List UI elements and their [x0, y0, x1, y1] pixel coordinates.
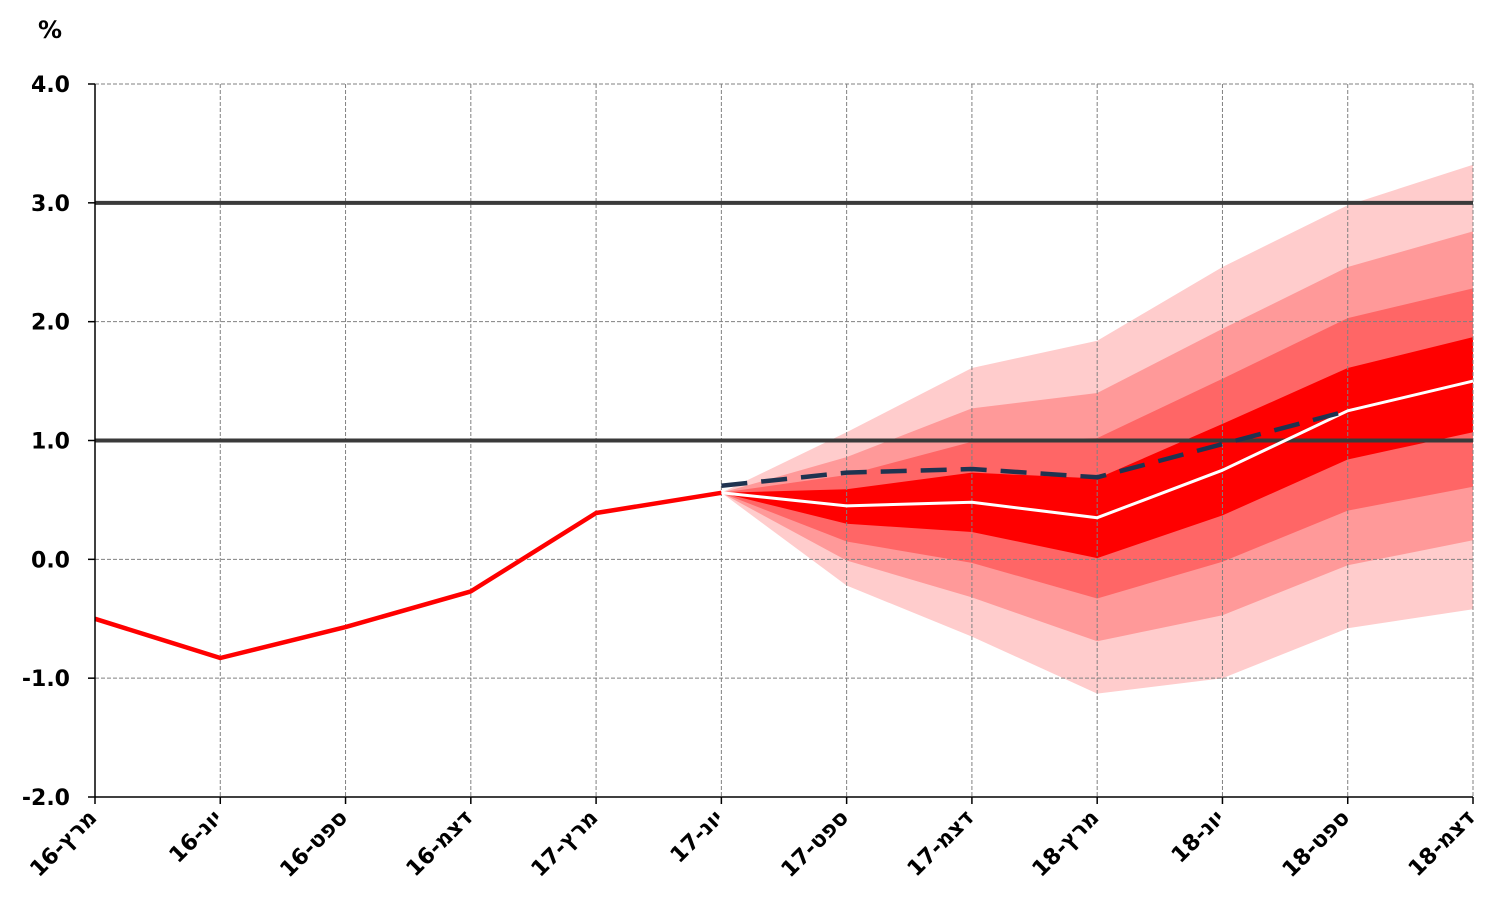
- x-tick-label: ספט-18: [1278, 806, 1355, 883]
- x-tick-label: ספט-16: [276, 806, 353, 883]
- x-tick-label: מרץ-17: [527, 806, 604, 883]
- x-tick-label: מרץ-16: [26, 806, 103, 883]
- y-tick-label: 3.0: [31, 192, 70, 217]
- y-tick-label: 1.0: [31, 430, 70, 455]
- x-tick-label: יונ-17: [666, 806, 729, 869]
- y-tick-label: 0.0: [31, 548, 70, 573]
- y-tick-label: -2.0: [22, 786, 70, 811]
- y-tick-label: -1.0: [22, 667, 70, 692]
- actual-line: [94, 490, 722, 661]
- y-tick-label: 2.0: [31, 311, 70, 336]
- y-tick-label: 4.0: [31, 73, 70, 98]
- axes: [88, 83, 1474, 804]
- x-tick-label: דצמ-18: [1404, 806, 1480, 882]
- x-tick-label: דצמ-17: [903, 806, 979, 882]
- previous-forecast-line: [721, 408, 1349, 488]
- x-tick-label: מרץ-18: [1028, 806, 1105, 883]
- x-tick-label: דצמ-16: [402, 806, 478, 882]
- series: [94, 379, 1474, 661]
- central-forecast-line: [721, 379, 1474, 520]
- x-tick-label: יונ-18: [1167, 806, 1230, 869]
- x-tick-label: ספט-17: [777, 806, 854, 883]
- x-tick-label: יונ-16: [165, 806, 228, 869]
- y-unit-label: %: [38, 16, 62, 44]
